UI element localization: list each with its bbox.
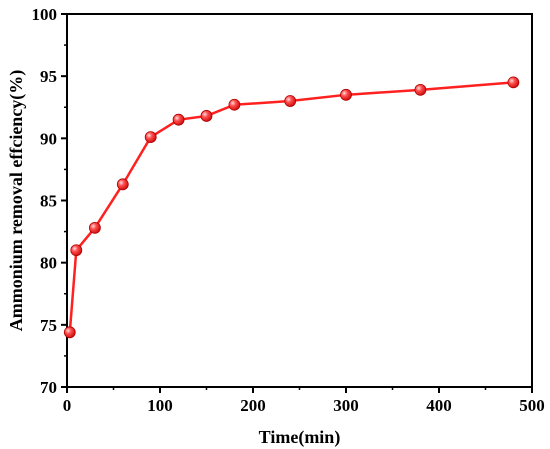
data-point bbox=[144, 131, 157, 143]
x-tick-label: 500 bbox=[519, 396, 545, 415]
x-axis-title: Time(min) bbox=[259, 427, 341, 448]
plot-border bbox=[66, 13, 533, 388]
data-point bbox=[507, 76, 520, 89]
y-axis: 70 75 80 85 90 95 100 bbox=[32, 5, 67, 397]
data-point bbox=[340, 88, 352, 101]
y-tick-label: 75 bbox=[40, 316, 57, 335]
series-layer bbox=[63, 76, 520, 339]
x-tick-label: 0 bbox=[63, 396, 72, 415]
x-tick-label: 200 bbox=[240, 396, 266, 415]
data-point bbox=[284, 95, 297, 107]
y-tick-label: 95 bbox=[40, 67, 57, 86]
x-tick-label: 300 bbox=[333, 396, 359, 415]
plot-frame bbox=[66, 13, 533, 388]
data-point bbox=[63, 326, 76, 339]
x-axis: 0 100 200 300 400 500 bbox=[63, 387, 545, 415]
y-tick-label: 70 bbox=[40, 378, 57, 397]
data-point bbox=[172, 113, 185, 126]
y-tick-label: 85 bbox=[40, 192, 57, 211]
data-point bbox=[200, 110, 213, 122]
data-point bbox=[414, 83, 427, 96]
y-tick-label: 80 bbox=[40, 254, 57, 273]
series-line bbox=[68, 81, 514, 333]
x-tick-label: 100 bbox=[147, 396, 173, 415]
data-point bbox=[116, 178, 129, 191]
x-tick-label: 400 bbox=[426, 396, 452, 415]
y-tick-label: 100 bbox=[32, 5, 58, 24]
data-point bbox=[70, 244, 83, 257]
y-tick-label: 90 bbox=[40, 129, 57, 148]
data-point bbox=[89, 221, 101, 234]
data-point bbox=[228, 98, 241, 111]
y-axis-title: Ammonium removal effciency(%) bbox=[6, 70, 27, 332]
